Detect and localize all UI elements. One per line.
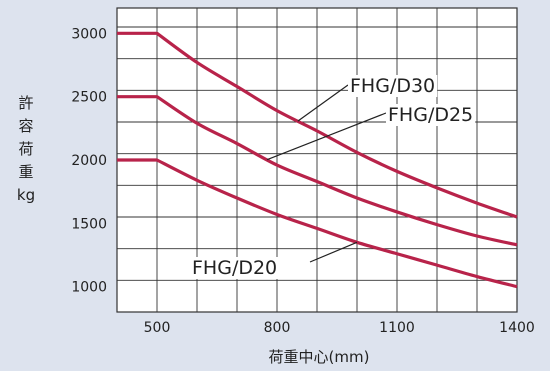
x-axis-ticks: 500 800 1100 1400	[144, 320, 535, 336]
series-label-backing	[190, 257, 280, 279]
series-line-fhg-d30	[117, 31, 518, 219]
y-tick-label: 3000	[71, 26, 107, 42]
y-axis-title-char: kg	[17, 186, 35, 204]
series-label-backing	[348, 75, 438, 97]
series-label-backing	[386, 104, 476, 126]
x-tick-label: 500	[144, 320, 171, 336]
series-label: FHG/D30	[350, 75, 435, 97]
y-axis-title-char: 荷	[18, 140, 33, 158]
grid	[117, 8, 517, 312]
y-axis-title-char: 許	[18, 94, 33, 112]
x-tick-label: 1100	[379, 320, 415, 336]
x-axis-title: 荷重中心(mm)	[269, 348, 370, 366]
y-tick-label: 1500	[71, 216, 107, 232]
x-tick-label: 800	[264, 320, 291, 336]
y-axis-ticks: 1000 1500 2000 2500 3000	[71, 26, 107, 295]
series-labels: FHG/D30 FHG/D25 FHG/D20	[190, 75, 476, 279]
y-tick-label: 1000	[71, 280, 107, 296]
y-axis-title-char: 容	[18, 117, 33, 135]
leader-line	[309, 241, 358, 263]
leader-line	[297, 84, 349, 122]
series-line-fhg-d20	[117, 158, 518, 289]
series-label-leaders	[266, 84, 387, 263]
series-label: FHG/D25	[388, 104, 473, 126]
series-lines	[117, 31, 518, 289]
x-tick-label: 1400	[499, 320, 535, 336]
series-line-fhg-d25	[117, 95, 518, 247]
y-tick-label: 2000	[71, 153, 107, 169]
leader-line	[266, 112, 387, 161]
series-label: FHG/D20	[192, 257, 277, 279]
y-tick-label: 2500	[71, 90, 107, 106]
y-axis-title-char: 重	[18, 163, 33, 181]
